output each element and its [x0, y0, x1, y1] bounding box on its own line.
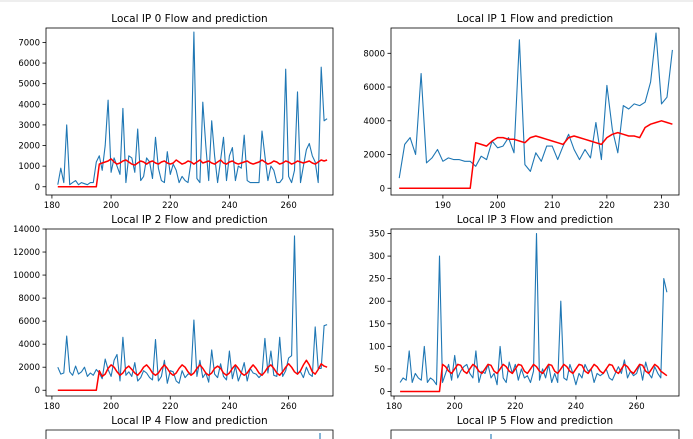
subplot-2: Local IP 2 Flow and prediction 180 200 220 2… [13, 214, 334, 412]
subplot-title: Local IP 4 Flow and prediction [111, 415, 267, 427]
x-tick-label: 220 [507, 402, 523, 412]
series-line-prediction [399, 120, 673, 190]
y-tick-label: 3000 [18, 121, 40, 131]
x-tick-label: 220 [599, 201, 615, 211]
y-tick-label: 12000 [13, 248, 40, 258]
y-tick-label: 8000 [363, 49, 385, 59]
subplot-3: Local IP 3 Flow and prediction 180 200 220 2… [369, 214, 680, 412]
y-tick-label: 10000 [13, 271, 40, 281]
x-tick-label: 240 [221, 201, 237, 211]
x-tick-label: 190 [435, 201, 451, 211]
y-tick-label: 4000 [363, 117, 385, 127]
y-tick-label: 150 [369, 320, 385, 330]
y-tick-label: 5000 [18, 80, 40, 90]
x-tick-label: 220 [162, 402, 178, 412]
y-tick-label: 200 [369, 297, 385, 307]
y-tick-label: 2000 [363, 151, 385, 161]
subplot-partial-4: Local IP 4 Flow and prediction [45, 415, 334, 439]
subplot-1: Local IP 1 Flow and prediction 190 200 210 2… [363, 13, 680, 211]
axes-frame [390, 228, 680, 397]
y-tick-label: 350 [369, 230, 385, 240]
y-tick-label: 0 [35, 183, 40, 193]
series-line-flow [57, 31, 328, 186]
subplot-0: Local IP 0 Flow and prediction 180 200 220 2… [18, 13, 334, 211]
window-top-edge [0, 0, 693, 2]
y-tick-label: 4000 [18, 100, 40, 110]
y-tick-label: 100 [369, 342, 385, 352]
x-tick-label: 240 [221, 402, 237, 412]
y-tick-label: 7000 [18, 38, 40, 48]
x-tick-label: 210 [544, 201, 560, 211]
x-tick-label: 260 [281, 201, 297, 211]
x-tick-label: 240 [568, 402, 584, 412]
x-tick-label: 220 [162, 201, 178, 211]
x-tick-label: 200 [447, 402, 463, 412]
series-line-flow [399, 232, 668, 386]
series-line-prediction [57, 359, 328, 391]
x-tick-label: 260 [628, 402, 644, 412]
y-tick-label: 1000 [18, 162, 40, 172]
axes-frame [45, 429, 334, 439]
y-tick-label: 8000 [18, 294, 40, 304]
subplot-title: Local IP 2 Flow and prediction [111, 214, 267, 226]
x-tick-label: 260 [281, 402, 297, 412]
subplot-title: Local IP 5 Flow and prediction [457, 415, 613, 427]
y-tick-label: 300 [369, 252, 385, 262]
y-tick-label: 250 [369, 275, 385, 285]
x-tick-label: 200 [489, 201, 505, 211]
series-line-flow [57, 235, 328, 384]
x-tick-label: 230 [653, 201, 669, 211]
series-line-prediction [400, 363, 668, 393]
series-line-flow [398, 32, 673, 179]
y-tick-label: 2000 [18, 363, 40, 373]
axes-frame [390, 429, 680, 439]
y-tick-label: 0 [380, 387, 385, 397]
subplot-title: Local IP 3 Flow and prediction [457, 214, 613, 226]
subplot-partial-5: Local IP 5 Flow and prediction [390, 415, 680, 439]
x-tick-label: 180 [44, 402, 60, 412]
y-tick-label: 6000 [18, 59, 40, 69]
x-tick-label: 180 [386, 402, 402, 412]
y-tick-label: 50 [374, 365, 385, 375]
x-tick-label: 200 [103, 201, 119, 211]
subplot-title: Local IP 0 Flow and prediction [111, 13, 267, 25]
y-tick-label: 14000 [13, 225, 40, 235]
y-tick-label: 2000 [18, 142, 40, 152]
x-tick-label: 200 [103, 402, 119, 412]
y-tick-label: 6000 [18, 317, 40, 327]
y-tick-label: 4000 [18, 340, 40, 350]
axes-frame [45, 27, 334, 196]
subplot-title: Local IP 1 Flow and prediction [457, 13, 613, 25]
axes-frame [390, 27, 680, 196]
axes-frame [45, 228, 334, 397]
x-tick-label: 180 [44, 201, 60, 211]
series-line-prediction [57, 158, 328, 188]
y-tick-label: 0 [380, 184, 385, 194]
y-tick-label: 6000 [363, 83, 385, 93]
y-tick-label: 0 [35, 386, 40, 396]
